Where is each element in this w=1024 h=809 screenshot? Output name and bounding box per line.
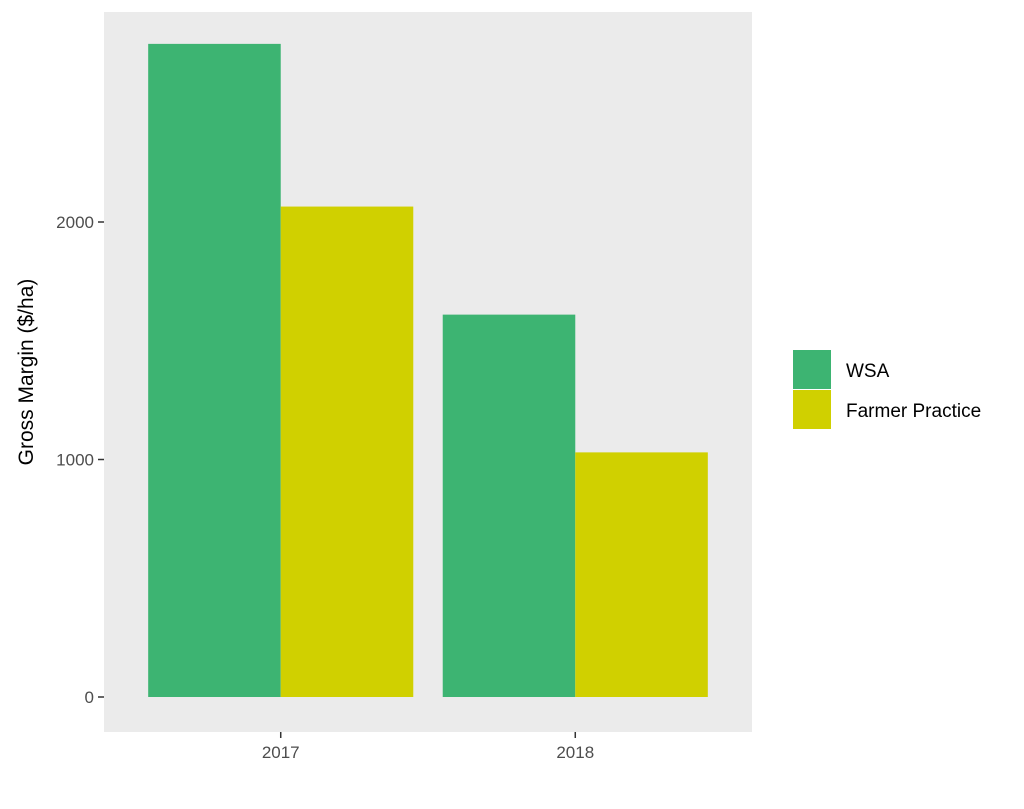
- bar-farmer-practice-2017: [280, 206, 414, 697]
- legend-key-wsa: [793, 350, 831, 389]
- y-axis-title: Gross Margin ($/ha): [15, 279, 38, 466]
- x-axis: 2017 2018: [262, 732, 594, 762]
- legend-label: Farmer Practice: [846, 401, 981, 422]
- x-tick-label: 2017: [262, 743, 300, 762]
- y-axis: 0 1000 2000: [56, 213, 104, 707]
- y-tick-label: 2000: [56, 213, 94, 232]
- bar-wsa-2018: [442, 314, 576, 697]
- legend-key-farmer-practice: [793, 390, 831, 429]
- y-tick-label: 0: [85, 688, 94, 707]
- bar-wsa-2017: [148, 43, 281, 697]
- bar-farmer-practice-2018: [575, 452, 708, 697]
- legend: WSA Farmer Practice: [793, 350, 981, 429]
- legend-label: WSA: [846, 361, 890, 382]
- y-tick-label: 1000: [56, 451, 94, 470]
- x-tick-label: 2018: [556, 743, 594, 762]
- bars-layer: [148, 43, 708, 697]
